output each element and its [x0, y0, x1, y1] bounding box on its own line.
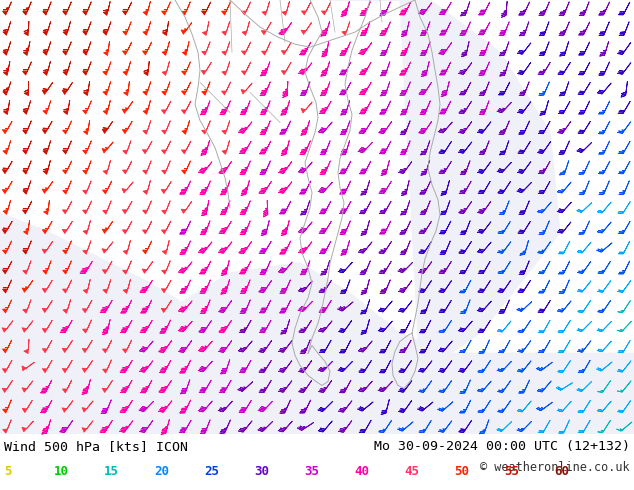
- Text: 55: 55: [504, 465, 519, 478]
- Text: 5: 5: [4, 465, 11, 478]
- Polygon shape: [330, 0, 560, 373]
- Text: © weatheronline.co.uk: © weatheronline.co.uk: [481, 461, 630, 474]
- Text: Mo 30-09-2024 00:00 UTC (12+132): Mo 30-09-2024 00:00 UTC (12+132): [374, 441, 630, 453]
- Text: 40: 40: [354, 465, 369, 478]
- Text: 30: 30: [254, 465, 269, 478]
- Text: 60: 60: [554, 465, 569, 478]
- Text: 20: 20: [154, 465, 169, 478]
- Text: 15: 15: [104, 465, 119, 478]
- Text: 45: 45: [404, 465, 419, 478]
- Text: Wind 500 hPa [kts] ICON: Wind 500 hPa [kts] ICON: [4, 441, 188, 453]
- Polygon shape: [0, 263, 634, 434]
- Text: 50: 50: [454, 465, 469, 478]
- Polygon shape: [0, 213, 260, 434]
- Text: 35: 35: [304, 465, 319, 478]
- Text: 25: 25: [204, 465, 219, 478]
- Text: 10: 10: [54, 465, 69, 478]
